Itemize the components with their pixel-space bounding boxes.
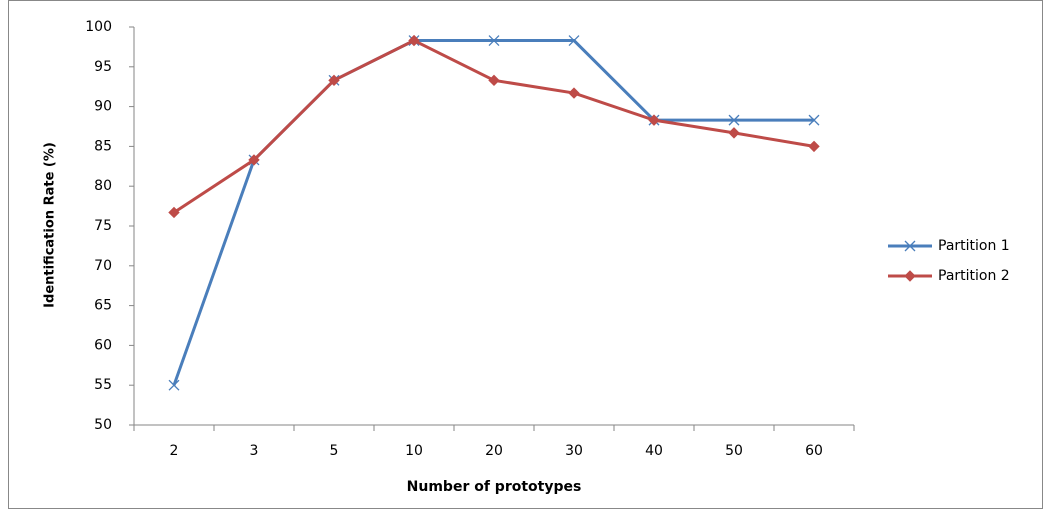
data-point xyxy=(648,114,660,126)
y-tick-label: 65 xyxy=(94,298,112,314)
data-point xyxy=(488,35,500,46)
data-point xyxy=(488,74,500,87)
data-point xyxy=(568,35,580,46)
x-tick-label: 3 xyxy=(250,443,259,459)
data-point xyxy=(168,379,180,391)
x-tick-label: 5 xyxy=(330,443,339,459)
legend-label: Partition 1 xyxy=(938,238,1010,254)
data-point xyxy=(328,74,340,87)
data-point xyxy=(808,140,820,153)
data-point xyxy=(168,206,180,219)
data-point xyxy=(408,34,420,47)
data-point xyxy=(728,114,740,126)
y-tick-label: 80 xyxy=(94,178,112,194)
x-tick-label: 40 xyxy=(645,443,663,459)
y-tick-label: 100 xyxy=(85,19,112,35)
y-tick-label: 90 xyxy=(94,99,112,115)
y-tick-label: 55 xyxy=(94,377,112,393)
y-tick-label: 95 xyxy=(94,59,112,75)
data-point xyxy=(728,127,740,139)
legend-marker xyxy=(904,240,916,252)
x-tick-label: 20 xyxy=(485,443,503,459)
legend-label: Partition 2 xyxy=(938,268,1010,284)
y-axis-label: Identification Rate (%) xyxy=(43,142,58,308)
x-tick-label: 60 xyxy=(805,443,823,459)
x-tick-label: 30 xyxy=(565,443,583,459)
y-tick-label: 60 xyxy=(94,337,112,353)
y-tick-label: 70 xyxy=(94,258,112,274)
y-tick-label: 50 xyxy=(94,417,112,433)
legend-marker xyxy=(904,270,916,282)
x-tick-label: 50 xyxy=(725,443,743,459)
x-tick-label: 10 xyxy=(405,443,423,459)
data-point xyxy=(568,87,580,99)
data-point xyxy=(248,154,260,166)
x-tick-label: 2 xyxy=(170,443,179,459)
y-tick-label: 85 xyxy=(94,138,112,154)
chart-border xyxy=(8,0,1043,509)
data-point xyxy=(808,114,820,126)
x-axis-label: Number of prototypes xyxy=(407,479,582,495)
y-tick-label: 75 xyxy=(94,218,112,234)
